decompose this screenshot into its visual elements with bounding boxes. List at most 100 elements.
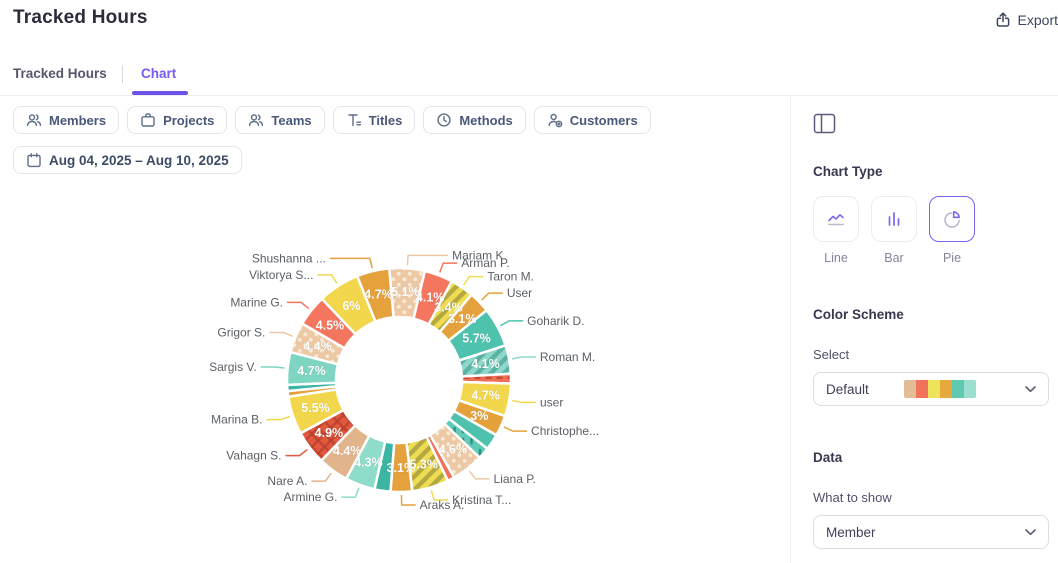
color-swatch — [939, 380, 952, 398]
filter-label: Methods — [459, 112, 513, 128]
teams-icon — [249, 114, 264, 127]
color-swatch — [915, 380, 928, 398]
slice-name-label: Sargis V. — [209, 360, 257, 374]
tab-chart[interactable]: Chart — [141, 66, 177, 81]
data-heading: Data — [813, 450, 843, 465]
slice-name-label: Taron M. — [487, 270, 534, 284]
slice-name-label: user — [540, 395, 563, 409]
label-leader-line — [400, 494, 416, 506]
slice-name-label: Nare A. — [267, 474, 307, 488]
chevron-down-icon — [1025, 385, 1036, 392]
color-scheme-heading: Color Scheme — [813, 307, 904, 322]
color-swatch — [963, 380, 976, 398]
filter-label: Projects — [163, 112, 215, 128]
titles-icon — [347, 114, 361, 127]
slice-name-label: Kristina T... — [452, 493, 511, 507]
donut-chart[interactable]: 5.1%Mariam K.4.1%Arman P.3.4%Taron M.3.1… — [0, 95, 790, 563]
color-scheme-select-label: Select — [813, 347, 850, 362]
filter-label: Members — [49, 112, 107, 128]
label-leader-line — [481, 292, 503, 301]
briefcase-icon — [141, 113, 155, 127]
label-leader-line — [311, 472, 332, 482]
customers-icon — [548, 113, 563, 128]
pie-slices — [285, 266, 513, 494]
slice-name-label: Viktorya S... — [249, 268, 313, 282]
pie-slice[interactable] — [355, 267, 395, 323]
chart-type-label-bar[interactable]: Bar — [884, 251, 904, 265]
chart-type-label-pie[interactable]: Pie — [942, 251, 962, 265]
label-leader-line — [341, 487, 360, 498]
filter-label: Titles — [368, 112, 403, 128]
slice-name-label: Araks A. — [420, 498, 465, 512]
date-range-button[interactable]: Aug 04, 2025 – Aug 10, 2025 — [13, 146, 242, 174]
export-label: Export — [1017, 11, 1058, 28]
panel-toggle-button[interactable] — [813, 113, 836, 137]
label-leader-line — [406, 254, 449, 266]
slice-name-label: Goharik D. — [527, 314, 584, 328]
projects-filter-button[interactable]: Projects — [127, 106, 228, 134]
color-swatch — [927, 380, 940, 398]
chart-type-labels: Line Bar Pie — [813, 251, 1045, 265]
filter-label: Customers — [569, 112, 638, 128]
export-icon — [996, 12, 1009, 27]
teams-filter-button[interactable]: Teams — [235, 106, 325, 134]
color-swatch — [903, 380, 916, 398]
clock-icon — [437, 113, 451, 127]
slice-name-label: Armine G. — [283, 490, 337, 504]
label-leader-line — [439, 262, 458, 273]
slice-name-label: Grigor S. — [217, 325, 265, 339]
what-to-show-value: Member — [826, 524, 876, 540]
label-leader-line — [499, 320, 524, 327]
slice-name-label: Vahagn S. — [226, 449, 281, 463]
label-leader-line — [260, 366, 285, 369]
what-to-show-select[interactable]: Member — [813, 515, 1049, 549]
filter-bar: Members Projects Teams Titles Metho — [13, 106, 651, 134]
methods-filter-button[interactable]: Methods — [423, 106, 526, 134]
tab-bar: Tracked Hours Chart — [0, 58, 1058, 96]
label-leader-line — [430, 490, 449, 501]
slice-name-label: User — [507, 286, 532, 300]
color-scheme-value: Default — [826, 381, 869, 397]
chart-type-option-line[interactable] — [813, 196, 859, 242]
label-leader-line — [511, 356, 536, 360]
tab-divider — [122, 65, 123, 83]
slice-name-label: Christophe... — [531, 424, 599, 438]
titles-filter-button[interactable]: Titles — [332, 106, 416, 134]
customers-filter-button[interactable]: Customers — [533, 106, 651, 134]
label-leader-line — [266, 415, 291, 421]
label-leader-line — [285, 448, 308, 457]
chart-type-option-pie[interactable] — [929, 196, 975, 242]
color-scheme-select[interactable]: Default — [813, 372, 1049, 406]
line-chart-icon — [828, 214, 844, 226]
members-icon — [26, 114, 42, 127]
label-leader-line — [503, 426, 528, 432]
slice-name-label: Arman P. — [461, 256, 509, 270]
members-filter-button[interactable]: Members — [13, 106, 120, 134]
label-leader-line — [512, 399, 536, 404]
color-swatch — [951, 380, 964, 398]
label-leader-line — [317, 274, 338, 284]
label-leader-line — [269, 331, 293, 337]
chart-type-option-bar[interactable] — [871, 196, 917, 242]
page-title: Tracked Hours — [13, 7, 148, 28]
label-leader-line — [287, 301, 310, 310]
label-leader-line — [468, 470, 490, 480]
date-range-label: Aug 04, 2025 – Aug 10, 2025 — [49, 152, 229, 168]
what-to-show-label: What to show — [813, 490, 892, 505]
settings-panel: Chart Type Line Bar Pie — [790, 95, 1057, 563]
tab-tracked-hours[interactable]: Tracked Hours — [13, 66, 107, 81]
chart-type-options — [813, 196, 1045, 242]
label-leader-line — [463, 275, 484, 286]
slice-name-label: Roman M. — [540, 350, 595, 364]
pie-chart-icon — [944, 211, 960, 228]
chevron-down-icon — [1025, 528, 1036, 535]
slice-name-label: Shushanna ... — [252, 251, 326, 265]
slice-name-label: Liana P. — [494, 472, 537, 486]
calendar-icon — [27, 153, 41, 168]
export-button[interactable]: Export — [989, 10, 1058, 29]
chart-type-label-line[interactable]: Line — [824, 251, 848, 265]
color-swatches — [903, 380, 976, 398]
filter-label: Teams — [271, 112, 312, 128]
active-tab-underline — [132, 91, 188, 95]
